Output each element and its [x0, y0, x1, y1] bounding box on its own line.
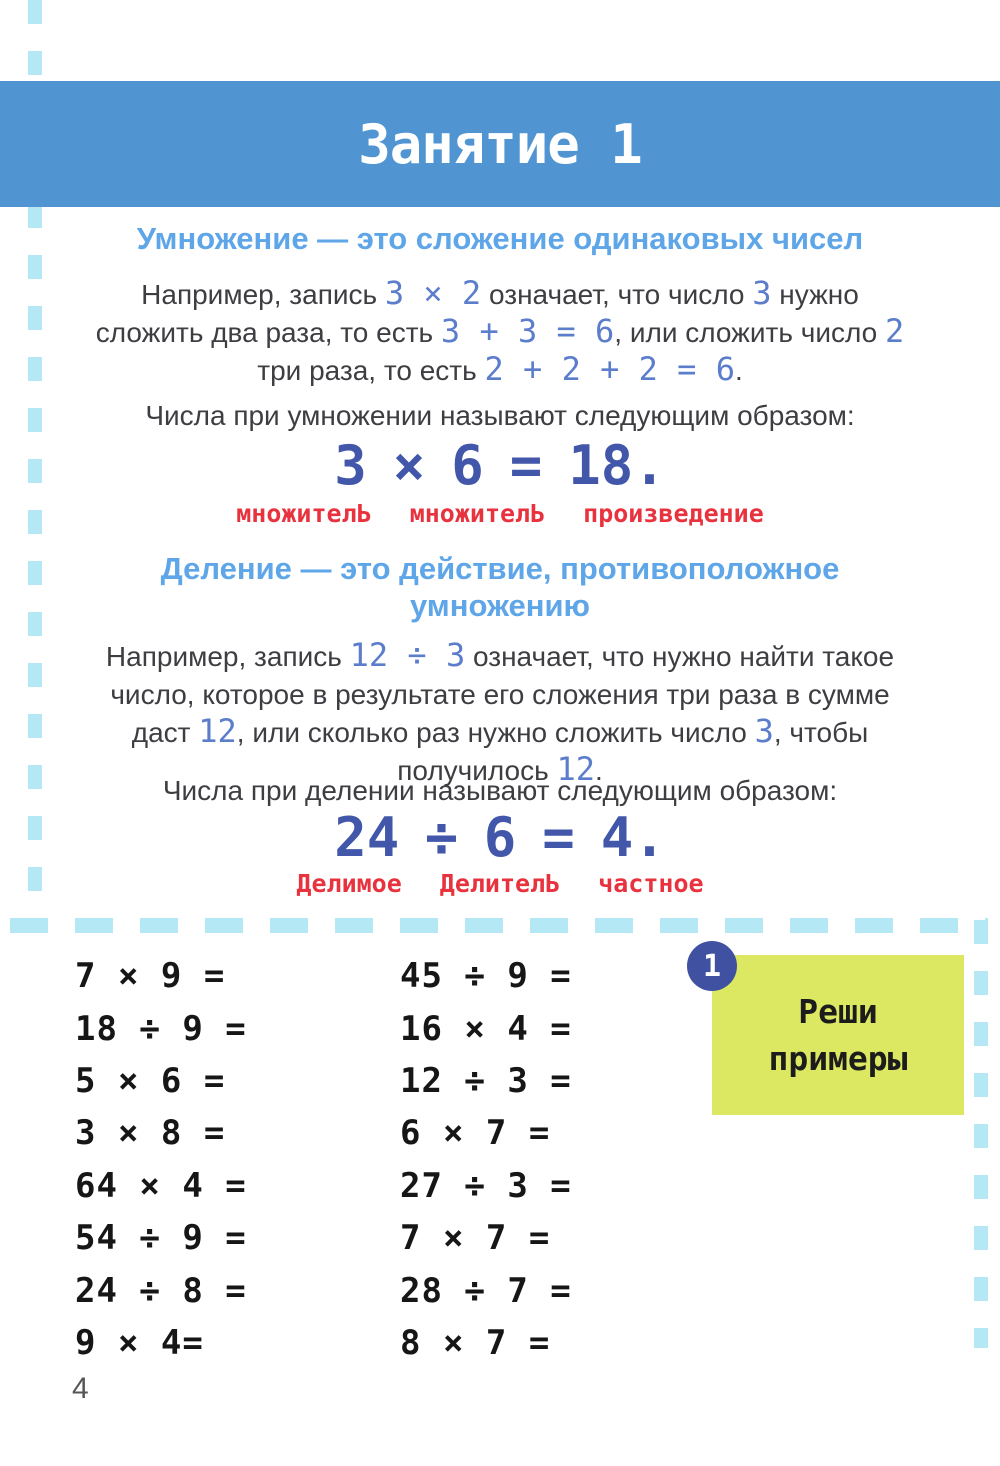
equation-part: 18.: [568, 434, 666, 497]
page-number: 4: [72, 1372, 89, 1405]
division-equation: 24 ÷ 6 = 4.: [0, 806, 1000, 869]
inline-text: .: [734, 355, 743, 386]
multiplication-naming-intro: Числа при умножении называют следующим о…: [145, 400, 855, 431]
inline-text: , или сколько раз нужно сложить число: [236, 717, 755, 748]
inline-number: 3: [752, 274, 772, 312]
inline-text: , или сложить число: [614, 317, 885, 348]
multiplication-paragraph: Например, запись 3 × 2 означает, что чис…: [90, 276, 910, 390]
equation-part: =: [542, 806, 575, 869]
inline-number: 12: [556, 750, 596, 788]
equation-part: 24: [334, 806, 400, 869]
inline-text: Например, запись: [141, 279, 385, 310]
inline-text: три раза, то есть: [257, 355, 485, 386]
equation-term-label: произведение: [583, 499, 764, 528]
exercise-problem: 28 ÷ 7 =: [400, 1270, 572, 1311]
equation-part: ×: [392, 434, 426, 497]
equation-part: 4.: [600, 806, 666, 869]
equation-term-label: ДелителЬ: [439, 869, 561, 898]
equation-term-label: Делимое: [296, 869, 402, 898]
task-box: Реши примеры: [712, 955, 964, 1115]
inline-number: 12: [198, 712, 237, 750]
equation-part: ÷: [425, 806, 458, 869]
exercise-problem: 8 × 7 =: [400, 1322, 551, 1363]
inline-text: означает, что число: [481, 279, 753, 310]
lesson-banner: Занятие 1: [0, 81, 1000, 207]
right-dashed-border: [974, 920, 988, 1348]
exercise-problem: 27 ÷ 3 =: [400, 1165, 572, 1206]
multiplication-equation: 3 × 6 = 18.: [0, 434, 1000, 497]
task-number: 1: [702, 948, 722, 984]
division-naming-intro: Числа при делении называют следующим обр…: [162, 775, 838, 806]
exercise-problem: 3 × 8 =: [75, 1113, 226, 1154]
inline-text: Например, запись: [105, 641, 350, 672]
equation-part: 6: [483, 806, 517, 869]
exercise-problem: 5 × 6 =: [75, 1060, 226, 1101]
inline-text: нужно сложить два раза, то есть: [95, 279, 859, 348]
inline-text: .: [595, 755, 603, 786]
exercise-problem: 45 ÷ 9 =: [400, 956, 572, 997]
exercise-problem: 6 × 7 =: [400, 1113, 551, 1154]
division-heading: Деление — это действие, противоположное …: [160, 551, 840, 623]
exercise-problem: 24 ÷ 8 =: [75, 1270, 247, 1311]
left-dashed-border: [28, 0, 42, 933]
equation-part: 6: [451, 434, 484, 497]
task-title-line: Реши: [798, 992, 878, 1031]
inline-text: , чтобы получилось: [397, 717, 869, 786]
exercise-problem: 9 × 4=: [75, 1322, 204, 1363]
exercise-problem: 54 ÷ 9 =: [75, 1218, 247, 1259]
equation-term-label: множителЬ: [236, 499, 372, 528]
multiplication-heading: Умножение — это сложение одинаковых чисе…: [136, 221, 864, 256]
lesson-title: Занятие 1: [358, 112, 643, 176]
exercise-problem: 7 × 9 =: [75, 956, 226, 997]
inline-text: означает, что нужно найти такое число, к…: [110, 641, 895, 748]
inline-number: 3 + 3 = 6: [440, 312, 615, 350]
exercise-problem: 18 ÷ 9 =: [75, 1008, 247, 1049]
equation-term-label: множителЬ: [409, 499, 546, 528]
equation-term-label: частное: [598, 869, 704, 898]
inline-number: 3 × 2: [384, 274, 482, 312]
inline-number: 2 + 2 + 2 = 6: [484, 350, 735, 388]
equation-part: 3: [334, 434, 367, 497]
exercise-problem: 64 × 4 =: [75, 1165, 247, 1206]
exercise-column-right: 45 ÷ 9 = 16 × 4 = 12 ÷ 3 = 6 × 7 = 27 ÷ 3 = 7…: [400, 950, 572, 1369]
inline-number: 12 ÷ 3: [349, 636, 466, 674]
division-paragraph: Например, запись 12 ÷ 3 означает, что ну…: [88, 638, 912, 790]
exercise-problem: 12 ÷ 3 =: [400, 1060, 572, 1101]
equation-part: =: [509, 434, 543, 497]
task-title-line: примеры: [768, 1039, 908, 1078]
multiplication-equation-labels: множителЬ множителЬ произведение: [0, 499, 1000, 528]
division-equation-labels: Делимое ДелителЬ частное: [0, 869, 1000, 898]
exercise-column-left: 7 × 9 = 18 ÷ 9 = 5 × 6 = 3 × 8 = 64 × 4 = 54 …: [75, 950, 247, 1369]
exercise-problem: 16 × 4 =: [400, 1008, 572, 1049]
task-number-badge: 1: [687, 941, 737, 991]
section-divider-dashed-line: [10, 918, 988, 933]
inline-number: 2: [884, 312, 905, 350]
exercise-problem: 7 × 7 =: [400, 1218, 551, 1259]
inline-number: 3: [754, 712, 774, 750]
